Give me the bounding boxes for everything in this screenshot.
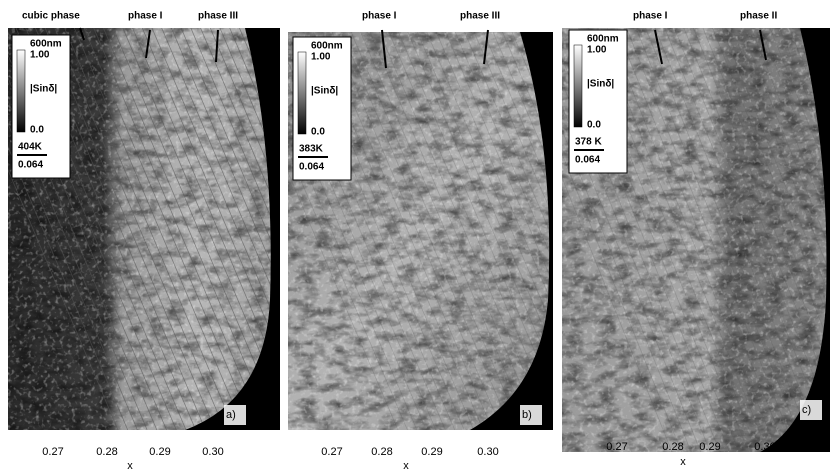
temperature: 383K <box>299 144 324 155</box>
x-axis-label: x <box>127 460 133 472</box>
colorbar-min: 0.0 <box>30 125 44 136</box>
colorbar-size: 600nm <box>587 34 619 45</box>
annotation: phase II <box>740 11 777 22</box>
colorbar-max: 1.00 <box>587 45 607 56</box>
figure: a)cubic phasephase Iphase III600nm1.00|S… <box>0 0 831 473</box>
x-tick-label: 0.27 <box>606 441 627 453</box>
x-tick-label: 0.29 <box>421 446 442 458</box>
x-tick-label: 0.27 <box>42 446 63 458</box>
x-tick-label: 0.29 <box>699 441 720 453</box>
scale-value: 0.064 <box>575 155 600 166</box>
colorbar-gradient <box>298 52 306 134</box>
colorbar-min: 0.0 <box>587 120 601 131</box>
annotation: cubic phase <box>22 11 80 22</box>
x-tick-label: 0.30 <box>754 441 775 453</box>
colorbar-quantity: |Sinδ| <box>311 86 338 97</box>
temperature: 404K <box>18 142 43 153</box>
annotation: phase I <box>633 11 668 22</box>
colorbar-max: 1.00 <box>30 50 50 61</box>
scale-value: 0.064 <box>18 160 43 171</box>
x-axis-label: x <box>403 460 409 472</box>
annotation: phase I <box>362 11 397 22</box>
x-tick-label: 0.28 <box>662 441 683 453</box>
panel-label: c) <box>802 404 811 416</box>
temperature: 378 K <box>575 137 602 148</box>
x-tick-label: 0.27 <box>321 446 342 458</box>
x-axis-label: x <box>680 456 686 468</box>
colorbar-quantity: |Sinδ| <box>587 79 614 90</box>
panel-label: a) <box>226 409 236 421</box>
colorbar-quantity: |Sinδ| <box>30 84 57 95</box>
annotation: phase III <box>198 11 238 22</box>
x-tick-label: 0.30 <box>477 446 498 458</box>
x-tick-label: 0.28 <box>96 446 117 458</box>
panel-label: b) <box>522 409 532 421</box>
x-tick-label: 0.30 <box>202 446 223 458</box>
colorbar-max: 1.00 <box>311 52 331 63</box>
annotation: phase I <box>128 11 163 22</box>
x-tick-label: 0.28 <box>371 446 392 458</box>
scale-value: 0.064 <box>299 162 324 173</box>
colorbar-size: 600nm <box>30 39 62 50</box>
colorbar-size: 600nm <box>311 41 343 52</box>
colorbar-gradient <box>574 45 582 127</box>
x-tick-label: 0.29 <box>149 446 170 458</box>
colorbar-gradient <box>17 50 25 132</box>
colorbar-min: 0.0 <box>311 127 325 138</box>
annotation: phase III <box>460 11 500 22</box>
